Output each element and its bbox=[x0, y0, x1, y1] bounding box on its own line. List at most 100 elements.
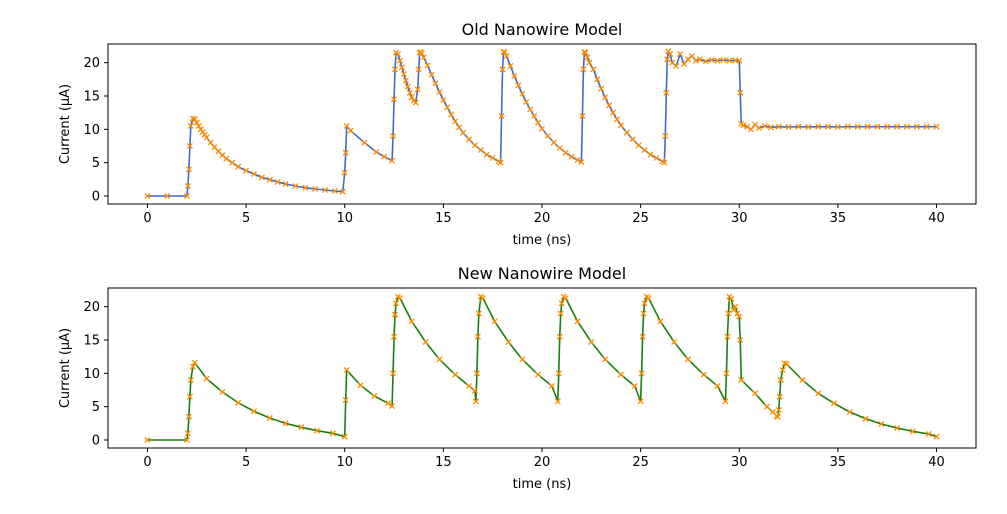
data-point bbox=[635, 142, 642, 149]
data-point bbox=[640, 310, 647, 317]
data-point bbox=[736, 313, 743, 320]
y-tick-label: 10 bbox=[83, 123, 100, 138]
data-point bbox=[381, 153, 388, 160]
data-point bbox=[548, 382, 555, 390]
data-point bbox=[641, 146, 648, 154]
data-point bbox=[185, 166, 192, 173]
y-tick-label: 5 bbox=[92, 156, 100, 171]
data-point bbox=[702, 58, 709, 65]
data-point bbox=[396, 294, 404, 302]
series-line bbox=[147, 50, 937, 197]
data-point bbox=[465, 382, 473, 390]
data-point bbox=[436, 88, 443, 96]
data-point bbox=[795, 123, 802, 130]
data-point bbox=[440, 96, 447, 104]
data-point bbox=[183, 436, 190, 444]
data-point bbox=[193, 119, 200, 126]
data-point bbox=[641, 300, 648, 307]
data-point bbox=[629, 136, 636, 143]
data-point bbox=[219, 388, 226, 396]
data-point bbox=[243, 167, 250, 174]
data-point bbox=[925, 430, 932, 438]
data-point bbox=[684, 356, 692, 363]
data-point bbox=[347, 127, 354, 134]
data-point bbox=[568, 153, 575, 160]
data-point bbox=[505, 338, 512, 346]
x-tick-label: 30 bbox=[731, 455, 748, 470]
data-point bbox=[779, 366, 786, 374]
data-point bbox=[187, 376, 194, 384]
data-point bbox=[501, 48, 508, 56]
chart-title: Old Nanowire Model bbox=[462, 20, 623, 39]
data-point bbox=[412, 99, 419, 106]
data-point bbox=[737, 89, 744, 96]
data-point bbox=[404, 83, 411, 90]
data-point bbox=[187, 122, 194, 130]
data-point bbox=[777, 376, 784, 384]
data-point bbox=[444, 104, 451, 111]
data-point bbox=[738, 376, 745, 384]
x-tick-label: 30 bbox=[731, 211, 748, 226]
data-point bbox=[933, 433, 940, 440]
data-point bbox=[720, 56, 727, 64]
data-point bbox=[714, 382, 721, 390]
data-point bbox=[714, 57, 721, 64]
data-point bbox=[574, 156, 581, 164]
y-tick-label: 20 bbox=[83, 56, 100, 71]
x-tick-label: 20 bbox=[534, 455, 551, 470]
y-axis-label: Current (μA) bbox=[58, 328, 73, 408]
data-point bbox=[617, 371, 624, 378]
data-point bbox=[342, 149, 349, 156]
data-point bbox=[722, 398, 729, 405]
data-point bbox=[598, 85, 605, 92]
data-point bbox=[696, 56, 703, 63]
data-point bbox=[824, 123, 832, 130]
data-point bbox=[590, 66, 597, 73]
y-tick-label: 15 bbox=[83, 334, 100, 349]
y-tick-label: 0 bbox=[92, 434, 100, 449]
data-point bbox=[767, 124, 774, 131]
data-point bbox=[474, 333, 481, 340]
data-point bbox=[844, 123, 851, 130]
data-point bbox=[894, 123, 901, 130]
data-point bbox=[408, 94, 415, 101]
data-point bbox=[519, 356, 526, 363]
data-point bbox=[531, 112, 538, 120]
data-point bbox=[391, 66, 399, 73]
x-tick-label: 25 bbox=[632, 455, 649, 470]
data-point bbox=[617, 122, 624, 129]
data-point bbox=[580, 66, 587, 73]
data-point bbox=[203, 134, 210, 141]
data-point bbox=[312, 185, 319, 193]
data-point bbox=[420, 54, 427, 61]
data-point bbox=[584, 54, 591, 61]
data-point bbox=[734, 310, 741, 317]
data-point bbox=[776, 393, 783, 400]
data-point bbox=[235, 399, 242, 406]
data-point bbox=[662, 132, 669, 140]
data-point bbox=[321, 186, 329, 194]
data-point bbox=[184, 182, 191, 190]
data-point bbox=[725, 310, 732, 317]
data-point bbox=[723, 370, 730, 377]
data-point bbox=[432, 80, 439, 87]
data-point bbox=[740, 122, 747, 129]
data-point bbox=[282, 180, 289, 188]
data-point bbox=[472, 398, 479, 405]
data-point bbox=[414, 86, 421, 93]
data-point bbox=[653, 154, 660, 162]
y-tick-label: 5 bbox=[92, 400, 100, 415]
data-point bbox=[186, 393, 193, 400]
data-point bbox=[582, 49, 589, 56]
data-point bbox=[799, 376, 806, 384]
data-point bbox=[606, 102, 613, 109]
data-point bbox=[191, 116, 198, 123]
x-tick-label: 10 bbox=[336, 211, 353, 226]
data-point bbox=[550, 139, 557, 146]
data-point bbox=[475, 310, 482, 317]
data-point bbox=[874, 123, 881, 130]
data-point bbox=[503, 52, 510, 60]
data-point bbox=[637, 398, 644, 405]
x-tick-label: 20 bbox=[534, 211, 551, 226]
data-point bbox=[390, 333, 398, 340]
